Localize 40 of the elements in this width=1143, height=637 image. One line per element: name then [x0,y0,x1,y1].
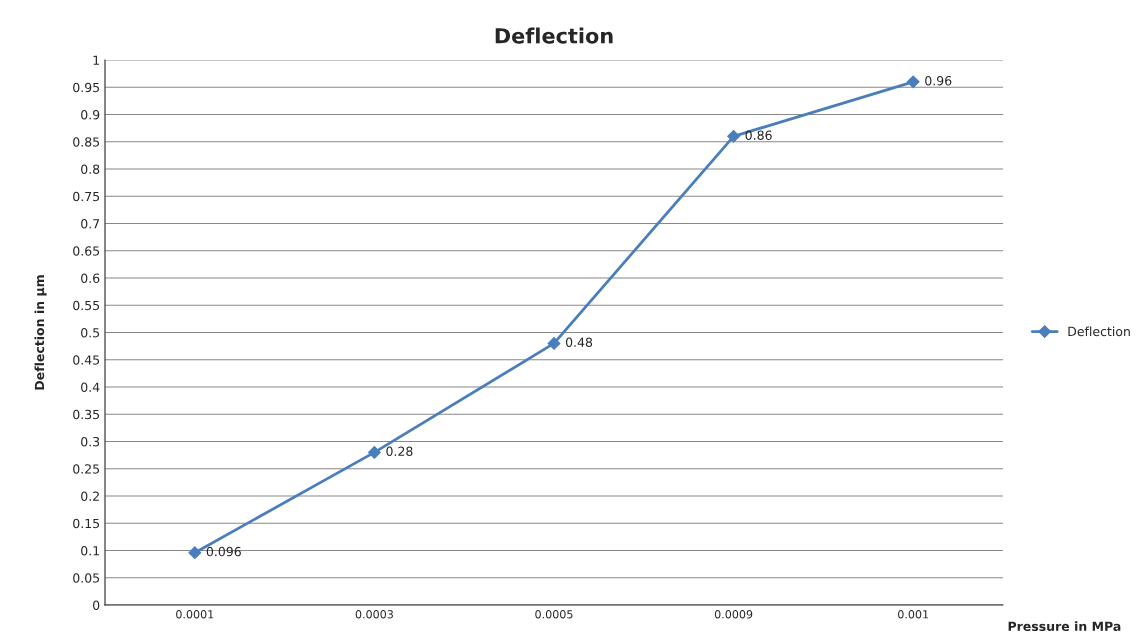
x-axis-title: Pressure in MPa [1008,621,1121,632]
x-tick-label: 0.0009 [714,610,753,619]
y-tick-label: 0.15 [73,518,100,529]
x-tick-label: 0.0003 [355,610,393,619]
point [188,546,202,560]
y-tick-label: 0.3 [81,436,100,447]
y-tick-label: 0.2 [81,491,99,501]
y-tick-label: 0.65 [73,246,100,256]
legend-label: Deflection [1068,326,1130,337]
data-label: 0.86 [745,130,772,140]
x-tick-label: 0.001 [898,610,929,619]
y-tick-label: 0.4 [81,382,100,392]
chart-title: Deflection [495,27,613,44]
data-label: 0.28 [386,446,413,457]
y-tick-label: 0 [93,600,100,610]
point [727,129,741,143]
data-label: 0.48 [565,337,593,348]
y-tick-label: 0.7 [81,218,100,229]
x-tick-label: 0.0005 [535,610,573,619]
y-tick-label: 0.5 [81,327,100,338]
data-label: 0.096 [206,546,241,557]
x-tick-label: 0.0001 [176,610,214,619]
y-tick-label: 0.9 [81,109,100,120]
y-tick-label: 0.25 [73,464,100,474]
point [547,336,561,350]
y-tick-label: 0.95 [73,82,100,93]
data-label: 0.96 [925,75,952,86]
y-tick-label: 1 [93,55,99,65]
y-axis-title: Deflection in µm [34,275,47,390]
y-tick-label: 0.85 [73,137,100,147]
y-tick-label: 0.05 [73,573,100,583]
point [367,445,381,459]
y-tick-label: 0.75 [73,191,100,202]
y-tick-label: 0.55 [73,300,100,311]
y-tick-label: 0.8 [81,164,100,174]
y-tick-label: 0.45 [73,355,100,365]
y-tick-label: 0.35 [73,409,100,420]
y-tick-label: 0.1 [81,545,99,556]
point [906,75,920,89]
y-tick-label: 0.6 [81,273,100,283]
